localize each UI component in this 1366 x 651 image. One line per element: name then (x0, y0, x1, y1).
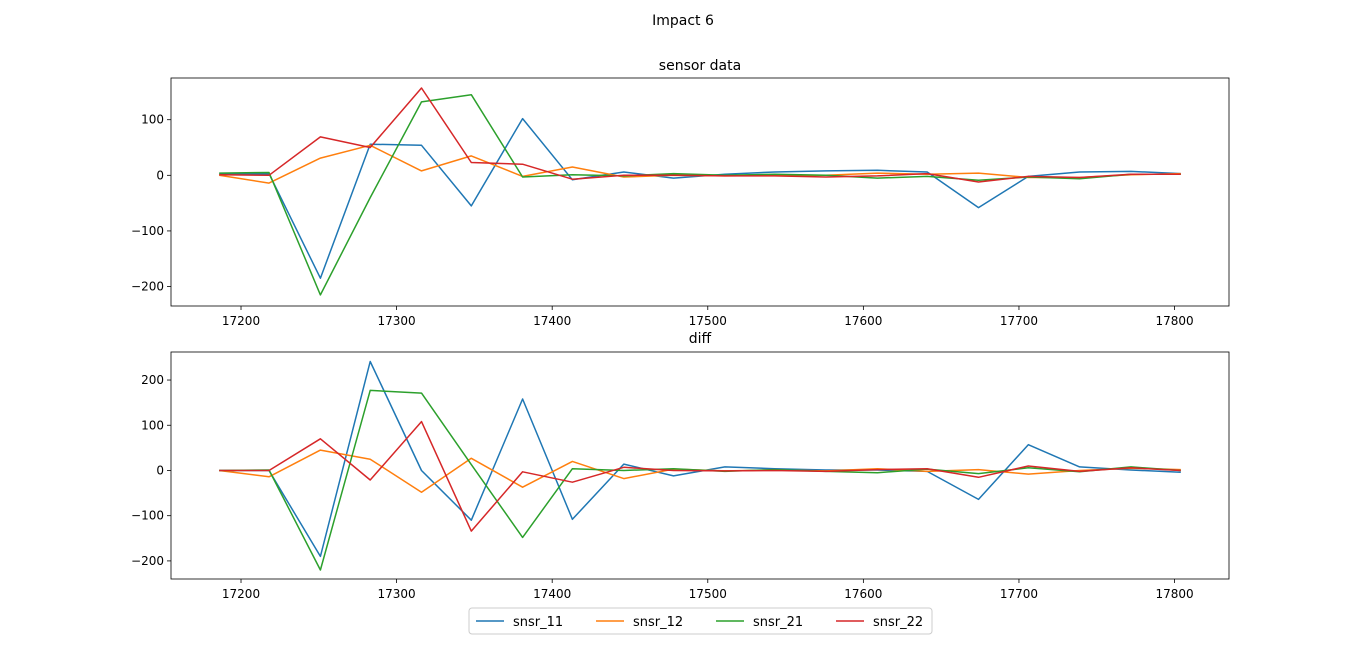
diff-y-tick-label: 0 (156, 463, 164, 477)
diff-x-tick-label: 17400 (533, 587, 571, 601)
sensor-data-x-tick-label: 17500 (689, 314, 727, 328)
sensor-data-axes: sensor data 17200 17300 17400 17500 17600 177… (131, 58, 1230, 328)
sensor-data-y-tick-label: −100 (131, 224, 164, 238)
legend-frame (468, 607, 933, 635)
diff-title: diff (689, 331, 712, 347)
diff-x-tick-label: 17300 (378, 587, 416, 601)
diff-y-tick-label: 200 (141, 373, 164, 387)
sensor-data-series-snsr-11 (219, 117, 1181, 279)
diff-x-tick-label: 17800 (1155, 587, 1193, 601)
legend-label-snsr-11: snsr_11 (513, 615, 563, 630)
sensor-data-plot-frame (170, 77, 1230, 307)
sensor-data-x-tick-label: 17600 (844, 314, 882, 328)
sensor-data-title: sensor data (659, 58, 741, 74)
legend-label-snsr-12: snsr_12 (633, 615, 683, 630)
legend-label-snsr-22: snsr_22 (873, 615, 923, 630)
sensor-data-y-tick-label: 0 (156, 168, 164, 182)
sensor-data-y-tick-label: 100 (141, 113, 164, 127)
diff-plot-frame (170, 351, 1230, 580)
sensor-data-series-snsr-22 (219, 87, 1181, 183)
sensor-data-x-tick-label: 17800 (1155, 314, 1193, 328)
sensor-data-y-tick-label: −200 (131, 280, 164, 294)
sensor-data-x-tick-label: 17400 (533, 314, 571, 328)
legend: snsr_11 snsr_12 snsr_21 snsr_22 (468, 607, 933, 635)
diff-y-tick-label: −200 (131, 554, 164, 568)
diff-y-tick-label: 100 (141, 418, 164, 432)
sensor-data-x-tick-label: 17200 (222, 314, 260, 328)
diff-x-tick-label: 17700 (1000, 587, 1038, 601)
legend-label-snsr-21: snsr_21 (753, 615, 803, 630)
diff-x-tick-label: 17500 (689, 587, 727, 601)
diff-series-snsr-22 (219, 420, 1181, 532)
diff-series-snsr-21 (219, 389, 1181, 571)
diff-x-tick-label: 17200 (222, 587, 260, 601)
diff-series-snsr-11 (219, 360, 1181, 558)
diff-x-tick-label: 17600 (844, 587, 882, 601)
sensor-data-series-snsr-21 (219, 93, 1181, 296)
diff-axes: diff 17200 17300 17400 17500 17600 17700 17800… (131, 331, 1230, 601)
figure-title: Impact 6 (652, 13, 714, 29)
sensor-data-x-tick-label: 17300 (378, 314, 416, 328)
diff-y-tick-label: −100 (131, 509, 164, 523)
sensor-data-x-tick-label: 17700 (1000, 314, 1038, 328)
